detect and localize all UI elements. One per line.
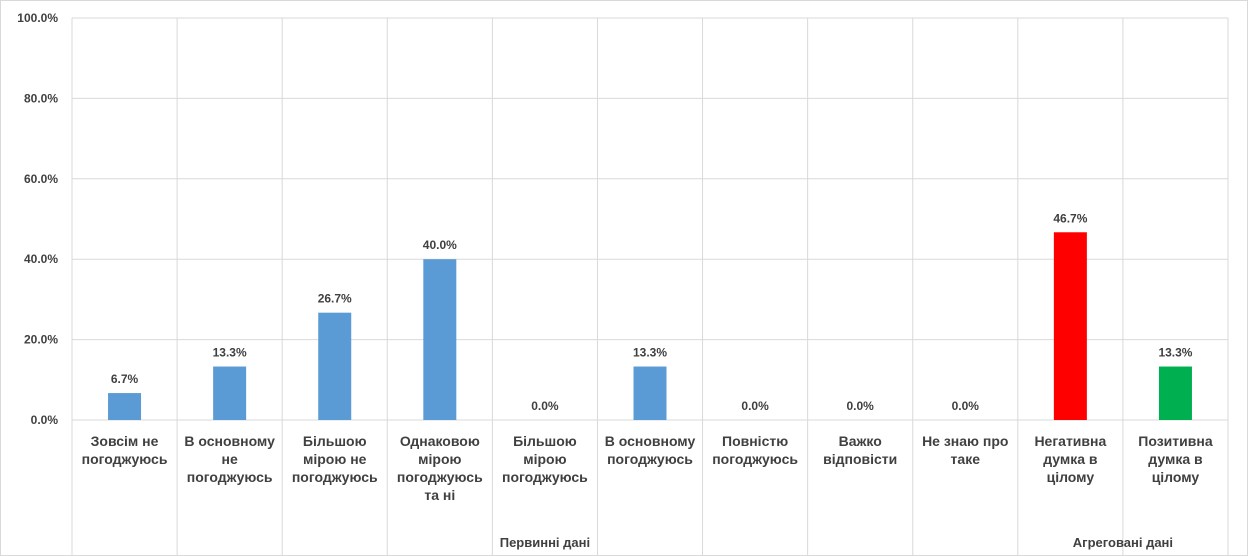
data-label: 40.0% [423, 238, 457, 252]
category-label: Негативна думка в цілому [1034, 433, 1106, 485]
y-tick-label: 20.0% [24, 333, 58, 347]
y-tick-label: 100.0% [17, 11, 58, 25]
y-tick-label: 60.0% [24, 172, 58, 186]
data-label: 0.0% [531, 399, 559, 413]
category-label: Важко відповісти [823, 433, 897, 467]
group-labels: Первинні дані Агреговані дані [500, 535, 1173, 550]
data-label: 26.7% [318, 292, 352, 306]
category-label: В основному погоджуюсь [605, 433, 696, 467]
category-labels: Зовсім не погоджуюсь В основному не погоджую… [82, 433, 1213, 503]
category-label: Не знаю про таке [922, 433, 1008, 467]
bar [633, 366, 667, 420]
bar [1053, 232, 1087, 420]
bar [423, 259, 457, 420]
y-tick-label: 80.0% [24, 91, 58, 105]
category-label: Зовсім не погоджуюсь [82, 433, 168, 467]
y-axis-ticks: 0.0% 20.0% 40.0% 60.0% 80.0% 100.0% [17, 11, 58, 427]
data-label: 0.0% [741, 399, 769, 413]
bar [318, 312, 352, 420]
y-tick-label: 0.0% [31, 413, 59, 427]
data-label: 13.3% [1158, 346, 1192, 360]
data-label: 13.3% [213, 346, 247, 360]
data-label: 46.7% [1053, 211, 1087, 225]
category-label: Більшою мірою погоджуюсь [502, 433, 588, 485]
bar [213, 366, 247, 420]
data-label: 13.3% [633, 346, 667, 360]
bar [108, 393, 142, 420]
category-label: Однаковою мірою погоджуюсь та ні [397, 433, 483, 503]
category-label: Позитивна думка в цілому [1138, 433, 1213, 485]
category-label: Більшою мірою не погоджуюсь [292, 433, 378, 485]
bar [1158, 366, 1192, 420]
bars [108, 232, 1192, 420]
data-label: 0.0% [952, 399, 980, 413]
group-label: Первинні дані [500, 535, 590, 550]
data-labels: 6.7% 13.3% 26.7% 40.0% 0.0% 13.3% 0.0% 0.0% 0.0%… [111, 211, 1193, 413]
category-label: В основному не погоджуюсь [184, 433, 275, 485]
data-label: 0.0% [847, 399, 875, 413]
data-label: 6.7% [111, 372, 139, 386]
y-tick-label: 40.0% [24, 252, 58, 266]
gridlines [71, 17, 1229, 556]
group-label: Агреговані дані [1073, 535, 1173, 550]
category-label: Повністю погоджуюсь [712, 433, 798, 467]
